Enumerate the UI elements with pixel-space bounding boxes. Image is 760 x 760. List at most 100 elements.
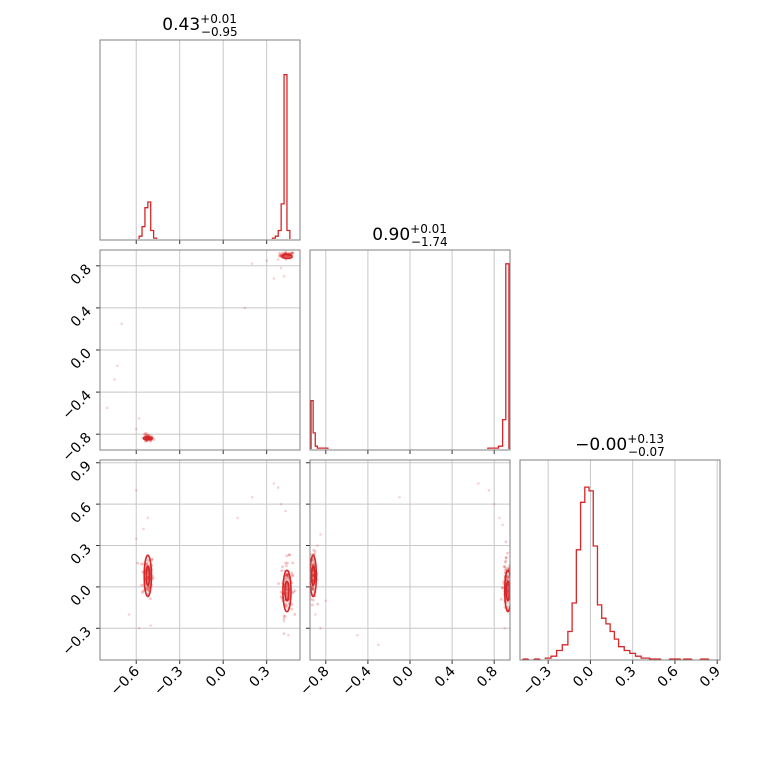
sample-point bbox=[310, 603, 314, 607]
sample-point bbox=[143, 432, 146, 436]
sample-point bbox=[139, 562, 143, 566]
sample-point bbox=[312, 548, 316, 552]
sample-point bbox=[150, 557, 154, 561]
sample-point bbox=[284, 603, 288, 607]
x-tick-label: 0.8 bbox=[474, 664, 501, 691]
sample-point bbox=[137, 626, 141, 630]
sample-point bbox=[127, 613, 131, 616]
sample-point bbox=[272, 277, 276, 280]
x-tick-label: 0.3 bbox=[246, 664, 273, 691]
sample-point bbox=[285, 588, 289, 592]
sample-point bbox=[282, 617, 286, 621]
sample-point bbox=[293, 589, 297, 593]
histogram-series bbox=[310, 263, 510, 449]
sample-point bbox=[312, 560, 316, 564]
y-tick-label: 0.4 bbox=[68, 303, 95, 330]
sample-point bbox=[285, 572, 289, 576]
sample-point bbox=[146, 586, 150, 590]
x-tick-label: 0.0 bbox=[570, 664, 597, 691]
sample-point bbox=[286, 561, 289, 565]
sample-point bbox=[144, 431, 148, 435]
panel-title: −0.00+0.13 −0.07 bbox=[575, 432, 665, 459]
sample-point bbox=[279, 502, 283, 506]
scatter-group bbox=[105, 250, 295, 443]
sample-point bbox=[285, 573, 289, 577]
panel-title: 0.90+0.01 −1.74 bbox=[372, 222, 447, 249]
sample-point bbox=[285, 554, 289, 558]
sample-point bbox=[504, 540, 508, 544]
sample-point bbox=[150, 558, 154, 561]
sample-point bbox=[310, 586, 314, 589]
sample-point bbox=[137, 417, 141, 420]
y-tick-label: −0.4 bbox=[59, 388, 94, 423]
sample-point bbox=[134, 427, 138, 431]
x-tick-label: 0.3 bbox=[612, 664, 639, 691]
sample-point bbox=[285, 588, 289, 591]
sample-point bbox=[284, 509, 287, 513]
sample-point bbox=[286, 254, 290, 258]
sample-point bbox=[290, 607, 294, 611]
x-tick-label: −0.3 bbox=[151, 664, 186, 699]
sample-point bbox=[316, 544, 319, 547]
sample-point bbox=[250, 262, 254, 265]
sample-point bbox=[284, 254, 288, 258]
sample-point bbox=[290, 571, 294, 575]
hist-axes bbox=[99, 39, 301, 241]
sample-point bbox=[311, 587, 315, 590]
sample-point bbox=[503, 626, 507, 630]
sample-point bbox=[319, 533, 322, 536]
sample-point bbox=[503, 560, 507, 564]
density-contour bbox=[282, 569, 292, 613]
sample-point bbox=[286, 574, 290, 578]
sample-point bbox=[134, 537, 138, 540]
sample-point bbox=[149, 597, 152, 601]
sample-point bbox=[146, 433, 150, 437]
sample-point bbox=[146, 588, 149, 591]
sample-point bbox=[105, 406, 109, 410]
sample-point bbox=[290, 573, 294, 577]
sample-point bbox=[291, 251, 295, 255]
sample-point bbox=[146, 559, 150, 562]
sample-point bbox=[501, 586, 504, 590]
sample-point bbox=[286, 255, 290, 259]
sample-point bbox=[499, 597, 503, 601]
sample-point bbox=[285, 573, 288, 577]
sample-point bbox=[279, 266, 283, 270]
sample-point bbox=[311, 574, 315, 578]
x-tick-label: −0.8 bbox=[297, 664, 332, 699]
sample-point bbox=[145, 562, 149, 565]
density-contour bbox=[284, 580, 290, 602]
density-contour bbox=[503, 569, 510, 613]
sample-point bbox=[507, 566, 510, 570]
sample-point bbox=[286, 574, 290, 578]
sample-point bbox=[134, 489, 138, 492]
sample-point bbox=[313, 550, 317, 554]
x-tick-label: 0.0 bbox=[203, 664, 230, 691]
sample-point bbox=[287, 633, 290, 637]
sample-point bbox=[319, 626, 322, 630]
sample-point bbox=[146, 572, 150, 576]
sample-point bbox=[151, 576, 155, 580]
sample-point bbox=[506, 551, 509, 555]
sample-point bbox=[140, 590, 144, 594]
sample-point bbox=[311, 588, 315, 591]
y-tick-label: −0.8 bbox=[59, 430, 94, 465]
sample-point bbox=[282, 614, 286, 618]
sample-point bbox=[278, 254, 281, 258]
sample-point bbox=[324, 599, 328, 602]
sample-point bbox=[291, 574, 295, 577]
sample-point bbox=[285, 564, 288, 568]
scatter-axes bbox=[309, 459, 511, 661]
sample-point bbox=[356, 633, 359, 637]
sample-point bbox=[146, 575, 150, 578]
sample-point bbox=[504, 559, 508, 563]
sample-point bbox=[311, 598, 315, 602]
sample-point bbox=[504, 566, 508, 570]
panel-title: 0.43+0.01 −0.95 bbox=[162, 12, 237, 39]
x-tick-label: −0.6 bbox=[108, 663, 143, 698]
sample-point bbox=[149, 624, 153, 627]
x-tick-label: −0.3 bbox=[520, 664, 555, 699]
x-tick-label: 0.0 bbox=[390, 664, 417, 691]
sample-point bbox=[290, 603, 294, 606]
